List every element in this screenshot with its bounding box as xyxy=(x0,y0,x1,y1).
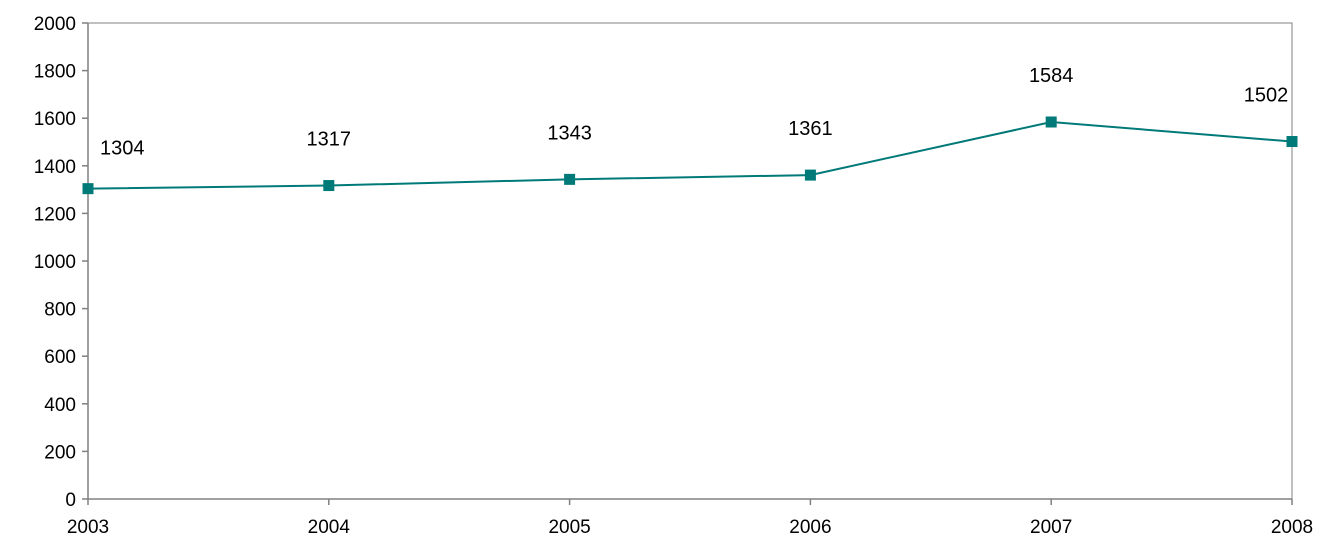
data-point-marker xyxy=(1045,116,1057,128)
x-tick-label: 2004 xyxy=(308,517,351,538)
data-label: 1343 xyxy=(547,122,592,144)
data-point-marker xyxy=(1286,136,1298,148)
y-tick-label: 600 xyxy=(44,347,76,368)
data-point-marker xyxy=(804,169,816,181)
data-point-marker xyxy=(323,180,335,192)
data-label: 1361 xyxy=(788,118,833,140)
y-tick-label: 1400 xyxy=(34,157,76,178)
y-axis: 0 200 400 600 800 1000 1200 1400 1600 1800 2000 xyxy=(34,14,89,511)
data-label: 1502 xyxy=(1244,85,1289,107)
y-tick-label: 200 xyxy=(44,442,76,463)
plot-area xyxy=(87,22,1293,500)
series-line xyxy=(87,120,1293,190)
y-tick-label: 1800 xyxy=(34,62,76,83)
data-label: 1584 xyxy=(1029,65,1074,87)
data-point-marker xyxy=(564,173,576,185)
y-tick-label: 800 xyxy=(44,300,76,321)
data-label-group: 1304 1317 1343 1361 1584 1502 xyxy=(100,65,1288,160)
x-tick-label: 2007 xyxy=(1030,517,1072,538)
data-point-marker xyxy=(82,183,94,195)
y-tick-label: 400 xyxy=(44,395,76,416)
series-group xyxy=(82,116,1298,195)
x-tick-label: 2006 xyxy=(789,517,831,538)
y-tick-label: 2000 xyxy=(34,14,76,35)
data-label: 1317 xyxy=(307,129,352,151)
y-tick-label: 0 xyxy=(65,490,76,511)
x-axis: 2003 2004 2005 2006 2007 2008 xyxy=(67,498,1313,538)
y-tick-label: 1000 xyxy=(34,252,76,273)
y-tick-label: 1200 xyxy=(34,204,76,225)
x-tick-label: 2003 xyxy=(67,517,109,538)
x-tick-label: 2005 xyxy=(548,517,590,538)
y-tick-label: 1600 xyxy=(34,109,76,130)
x-tick-label: 2008 xyxy=(1271,517,1313,538)
data-label: 1304 xyxy=(100,138,145,160)
